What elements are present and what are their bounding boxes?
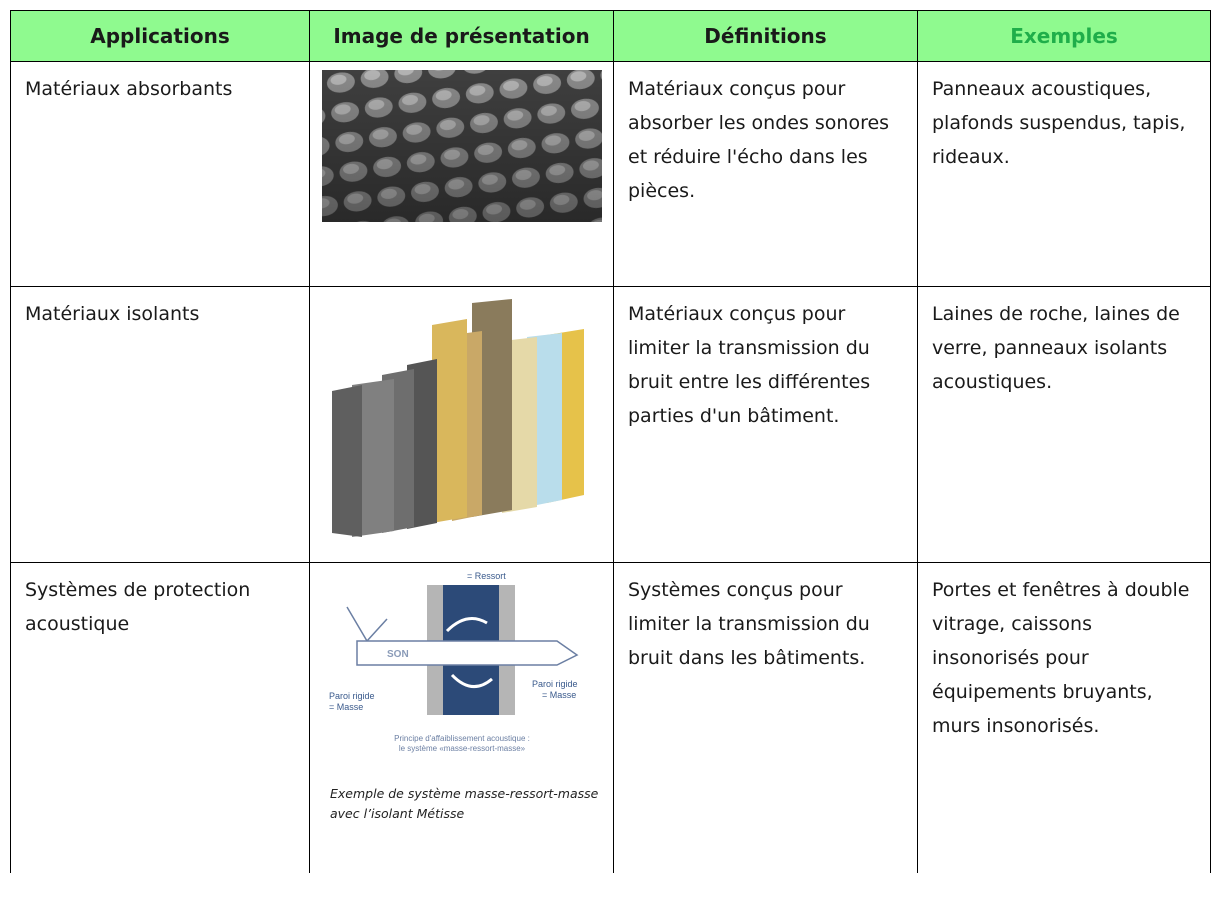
image-cell: = Ressort SON Paroi rigide = Masse Paroi… xyxy=(309,562,614,873)
definition-cell: Systèmes conçus pour limiter la transmis… xyxy=(613,562,918,873)
examples-cell: Portes et fenêtres à double vitrage, cai… xyxy=(917,562,1211,873)
row: Matériaux isolants Matériaux conçus pour… xyxy=(10,286,1211,563)
application-cell: Systèmes de protection acoustique xyxy=(10,562,310,873)
label: Principe d'affaiblissement acoustique : xyxy=(394,734,530,743)
image-cell xyxy=(309,61,614,287)
header-cell: Définitions xyxy=(613,10,918,62)
definition-cell: Matériaux conçus pour limiter la transmi… xyxy=(613,286,918,563)
definition-cell: Matériaux conçus pour absorber les ondes… xyxy=(613,61,918,287)
header-cell: Image de présentation xyxy=(309,10,614,62)
label: = Masse xyxy=(329,702,363,712)
application-cell: Matériaux isolants xyxy=(10,286,310,563)
header-cell: Exemples xyxy=(917,10,1211,62)
application-cell: Matériaux absorbants xyxy=(10,61,310,287)
label: Paroi rigide xyxy=(532,679,578,689)
label: = Ressort xyxy=(467,571,506,581)
label: SON xyxy=(387,649,409,660)
examples-cell: Laines de roche, laines de verre, pannea… xyxy=(917,286,1211,563)
header-row: Applications Image de présentation Défin… xyxy=(10,10,1211,62)
label: = Masse xyxy=(542,690,576,700)
header-cell: Applications xyxy=(10,10,310,62)
row: Systèmes de protection acoustique = Ress… xyxy=(10,562,1211,873)
mass-spring-diagram: = Ressort SON Paroi rigide = Masse Paroi… xyxy=(329,571,578,753)
insulation-image xyxy=(331,299,584,537)
foam-image xyxy=(321,70,602,222)
acoustic-table: Applications Image de présentation Défin… xyxy=(10,10,1211,873)
label: Paroi rigide xyxy=(329,691,375,701)
examples-cell: Panneaux acoustiques, plafonds suspendus… xyxy=(917,61,1211,287)
image-cell xyxy=(309,286,614,563)
image-caption: Exemple de système masse-ressort-masse a… xyxy=(330,786,599,821)
row: Matériaux absorbants Matériaux conçus po… xyxy=(10,61,1211,287)
label: le système «masse-ressort-masse» xyxy=(398,744,525,753)
